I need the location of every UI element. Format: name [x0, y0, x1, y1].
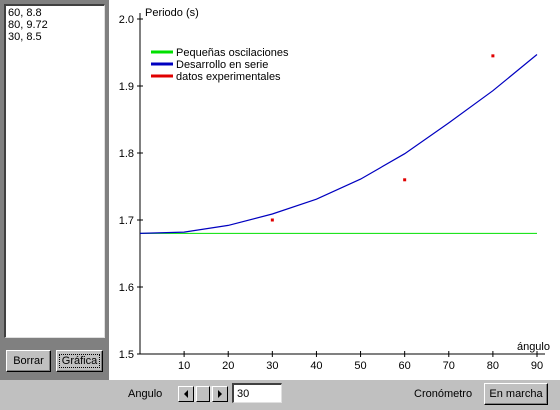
cronometro-label: Cronómetro — [414, 388, 473, 400]
y-tick-label: 1.7 — [119, 215, 134, 227]
legend-entry: Desarrollo en serie — [176, 59, 268, 71]
x-tick-label: 50 — [354, 360, 366, 372]
legend-entry: Pequeñas oscilaciones — [176, 47, 289, 59]
data-list-item[interactable]: 60, 8.8 — [8, 7, 42, 19]
angle-input[interactable] — [232, 383, 282, 403]
grafica-button-label: Gráfica — [58, 354, 101, 368]
y-tick-label: 1.8 — [119, 148, 134, 160]
angle-label: Angulo — [128, 388, 163, 400]
x-tick-label: 40 — [310, 360, 322, 372]
data-list[interactable]: 60, 8.8 80, 9.72 30, 8.5 — [4, 4, 105, 338]
data-list-item[interactable]: 30, 8.5 — [8, 31, 42, 43]
x-tick-label: 80 — [487, 360, 499, 372]
angle-increase-button[interactable] — [212, 386, 228, 402]
chart: 1.5 1.6 1.7 1.8 1.9 2.0 10 20 30 40 50 60 70 80 90 Peri… — [119, 7, 550, 372]
en-marcha-button[interactable]: En marcha — [484, 383, 548, 405]
grafica-button[interactable]: Gráfica — [56, 350, 103, 372]
x-axis-label: ángulo — [517, 341, 550, 353]
x-tick-label: 60 — [399, 360, 411, 372]
angle-scroll-thumb[interactable] — [196, 386, 210, 402]
y-tick-label: 1.6 — [119, 282, 134, 294]
data-list-item[interactable]: 80, 9.72 — [8, 19, 48, 31]
y-axis-label: Periodo (s) — [145, 7, 199, 19]
x-tick-label: 90 — [531, 360, 543, 372]
experimental-data-point — [270, 218, 274, 222]
angle-decrease-button[interactable] — [178, 386, 194, 402]
x-tick-label: 10 — [178, 360, 190, 372]
experimental-data-point — [491, 54, 495, 58]
x-tick-label: 70 — [443, 360, 455, 372]
series-line-expansion — [139, 54, 538, 234]
y-tick-label: 2.0 — [119, 14, 134, 26]
arrow-left-icon — [184, 390, 188, 398]
plot-area: 1.5 1.6 1.7 1.8 1.9 2.0 10 20 30 40 50 60 70 80 90 Peri… — [109, 0, 560, 380]
borrar-button[interactable]: Borrar — [6, 350, 51, 372]
left-panel: 60, 8.8 80, 9.72 30, 8.5 — [0, 0, 109, 380]
experimental-data-point — [403, 178, 407, 182]
legend-entry: datos experimentales — [176, 71, 281, 83]
x-tick-label: 30 — [266, 360, 278, 372]
y-tick-label: 1.9 — [119, 81, 134, 93]
x-tick-label: 20 — [222, 360, 234, 372]
y-tick-label: 1.5 — [119, 349, 134, 361]
arrow-right-icon — [218, 390, 222, 398]
